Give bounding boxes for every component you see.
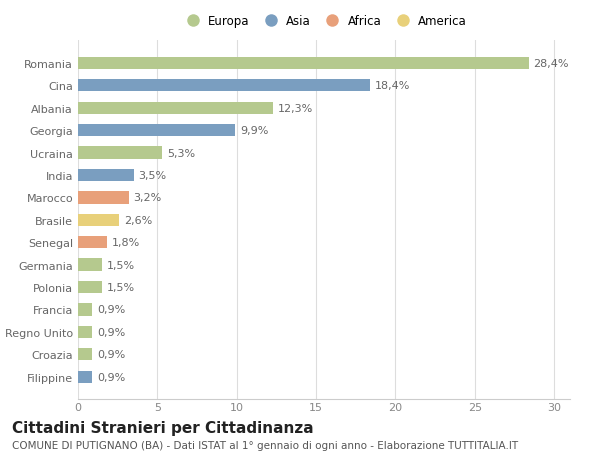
- Bar: [78, 57, 529, 70]
- Bar: [78, 192, 129, 204]
- Text: 0,9%: 0,9%: [97, 327, 125, 337]
- Text: 5,3%: 5,3%: [167, 148, 195, 158]
- Bar: [78, 169, 134, 182]
- Text: 18,4%: 18,4%: [375, 81, 410, 91]
- Text: 0,9%: 0,9%: [97, 350, 125, 359]
- Text: COMUNE DI PUTIGNANO (BA) - Dati ISTAT al 1° gennaio di ogni anno - Elaborazione : COMUNE DI PUTIGNANO (BA) - Dati ISTAT al…: [12, 440, 518, 450]
- Text: 3,2%: 3,2%: [134, 193, 162, 203]
- Text: 3,5%: 3,5%: [139, 171, 166, 180]
- Bar: [78, 281, 102, 294]
- Text: 28,4%: 28,4%: [533, 59, 569, 69]
- Bar: [78, 348, 92, 361]
- Text: 9,9%: 9,9%: [240, 126, 268, 136]
- Bar: [78, 125, 235, 137]
- Text: 12,3%: 12,3%: [278, 103, 313, 113]
- Bar: [78, 102, 273, 115]
- Bar: [78, 259, 102, 271]
- Bar: [78, 326, 92, 338]
- Text: 0,9%: 0,9%: [97, 372, 125, 382]
- Bar: [78, 304, 92, 316]
- Legend: Europa, Asia, Africa, America: Europa, Asia, Africa, America: [178, 12, 470, 32]
- Text: 1,8%: 1,8%: [112, 238, 140, 248]
- Text: 1,5%: 1,5%: [107, 282, 134, 292]
- Bar: [78, 147, 162, 159]
- Text: 1,5%: 1,5%: [107, 260, 134, 270]
- Bar: [78, 214, 119, 226]
- Bar: [78, 371, 92, 383]
- Bar: [78, 80, 370, 92]
- Text: Cittadini Stranieri per Cittadinanza: Cittadini Stranieri per Cittadinanza: [12, 420, 314, 435]
- Text: 0,9%: 0,9%: [97, 305, 125, 315]
- Bar: [78, 236, 107, 249]
- Text: 2,6%: 2,6%: [124, 215, 152, 225]
